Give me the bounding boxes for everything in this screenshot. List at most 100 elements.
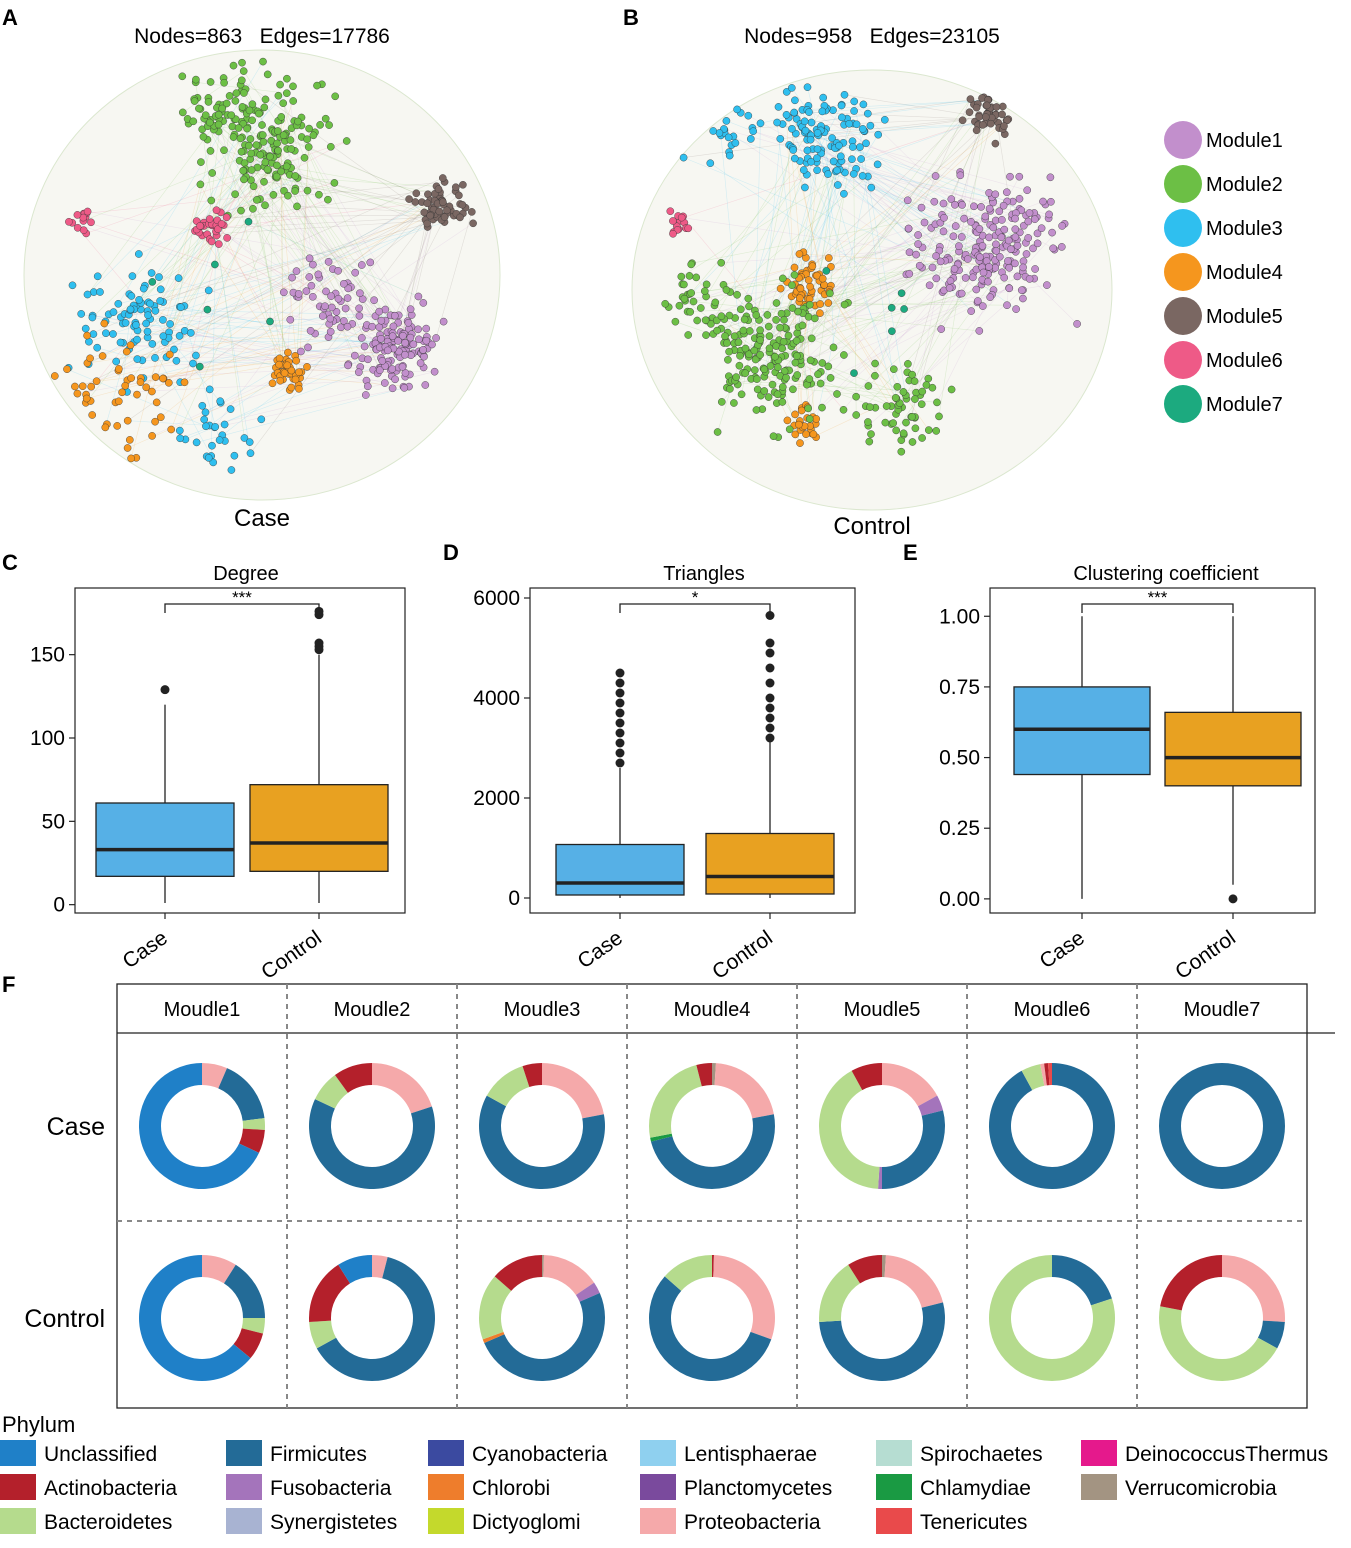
network-node <box>206 78 215 86</box>
network-edge <box>345 223 474 309</box>
network-edge <box>286 78 314 265</box>
network-node <box>838 113 846 122</box>
network-edge <box>816 161 1013 202</box>
network-case-label: Case <box>234 505 290 532</box>
network-node <box>406 333 415 342</box>
network-edge <box>138 177 298 255</box>
network-edge <box>280 120 284 380</box>
network-node <box>459 180 467 189</box>
phylum-label: Dictyoglomi <box>472 1511 581 1534</box>
network-node <box>291 375 300 384</box>
network-node <box>326 314 335 323</box>
network-node <box>778 344 787 353</box>
network-node <box>458 200 467 209</box>
donut-slice <box>878 1166 882 1190</box>
network-node <box>874 130 883 139</box>
network-node <box>354 368 363 377</box>
network-node <box>101 423 110 432</box>
module-header: Moudle6 <box>1014 999 1091 1021</box>
network-node <box>247 149 255 158</box>
network-node <box>1015 194 1024 203</box>
network-edge <box>81 313 292 371</box>
network-node <box>790 263 799 272</box>
network-node <box>998 110 1006 119</box>
outlier-point <box>765 678 775 688</box>
network-node <box>819 93 828 102</box>
network-node <box>951 200 959 209</box>
network-node <box>467 208 476 216</box>
network-node <box>796 284 805 293</box>
network-node <box>789 385 797 394</box>
network-node <box>1025 275 1034 283</box>
network-node <box>214 240 223 248</box>
network-node <box>790 108 798 117</box>
donut-slice <box>218 1068 265 1121</box>
network-node <box>791 154 799 163</box>
network-node <box>115 365 123 373</box>
network-node <box>908 412 916 421</box>
network-node <box>702 331 710 339</box>
row-label: Control <box>24 1305 105 1333</box>
network-node <box>911 395 919 403</box>
network-node <box>1043 281 1051 289</box>
network-node <box>1023 186 1031 194</box>
network-node <box>289 82 297 91</box>
network-edge <box>710 162 902 294</box>
module-header: Moudle3 <box>504 999 581 1021</box>
network-edge <box>681 217 997 264</box>
network-node <box>126 341 135 350</box>
network-node <box>1058 222 1066 230</box>
network-node <box>245 438 254 446</box>
network-node <box>227 466 236 474</box>
network-edge <box>205 344 410 413</box>
network-node <box>1019 294 1027 303</box>
network-node <box>327 292 335 300</box>
network-node <box>256 150 265 159</box>
network-node <box>737 305 745 314</box>
network-edge <box>735 268 955 319</box>
network-node <box>803 83 812 91</box>
box-case <box>555 843 685 896</box>
network-edge <box>788 112 970 371</box>
network-node <box>291 172 300 180</box>
network-node <box>985 189 993 197</box>
network-edge <box>122 379 396 393</box>
module-legend-swatch <box>1164 121 1202 159</box>
network-node <box>128 272 137 280</box>
network-node <box>297 347 305 356</box>
network-node <box>813 145 822 153</box>
network-node <box>112 357 120 366</box>
module-legend-swatch <box>1164 385 1202 423</box>
donut-slice <box>1021 1064 1045 1091</box>
network-node <box>957 289 966 298</box>
donut-slice <box>917 1095 944 1116</box>
network-node <box>380 379 389 387</box>
network-edge <box>92 315 391 371</box>
network-node <box>420 208 429 217</box>
network-node <box>1025 209 1034 217</box>
network-edge <box>223 149 438 218</box>
donut-slice <box>542 1255 544 1278</box>
network-edge <box>814 318 907 400</box>
phylum-swatch <box>226 1508 262 1534</box>
network-node <box>925 281 934 290</box>
network-node <box>783 416 792 425</box>
network-edge <box>192 208 254 364</box>
donut-slice <box>138 1063 259 1189</box>
network-node <box>828 134 836 142</box>
network-edge <box>145 235 217 388</box>
network-node <box>983 101 991 110</box>
network-node <box>401 339 409 347</box>
outlier-point <box>765 693 775 703</box>
network-node <box>945 284 954 292</box>
network-node <box>81 324 90 333</box>
network-node <box>294 290 303 298</box>
y-tick-label: 0.25 <box>939 817 980 840</box>
network-node <box>209 458 217 467</box>
network-node <box>148 340 157 348</box>
network-node <box>1029 244 1037 253</box>
network-node <box>456 213 464 222</box>
network-node <box>439 317 448 326</box>
module-legend-swatch <box>1164 165 1202 203</box>
network-node <box>304 143 313 151</box>
